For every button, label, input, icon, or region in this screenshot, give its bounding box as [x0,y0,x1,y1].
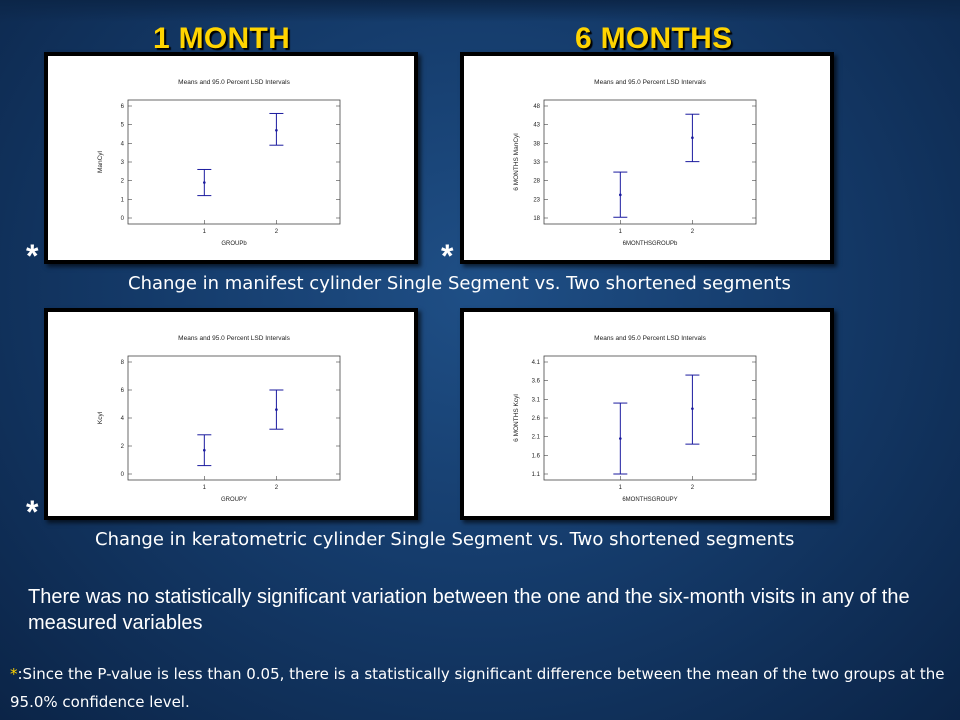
y-tick-label: 1 [121,197,125,203]
x-tick-label: 2 [691,229,695,235]
chart-title: Means and 95.0 Percent LSD Intervals [594,79,706,86]
chart-title: Means and 95.0 Percent LSD Intervals [178,79,290,86]
chart-title: Means and 95.0 Percent LSD Intervals [594,335,706,342]
chart-panel-manifest-6-months: Means and 95.0 Percent LSD Intervals 18 23… [460,52,834,264]
x-axis-label: GROUPb [221,241,247,247]
x-tick-label: 2 [691,485,695,491]
chart-keratometric-6-months: Means and 95.0 Percent LSD Intervals 1.1 1… [513,335,757,503]
y-tick-label: 6 [121,388,125,394]
x-tick-label: 2 [275,485,279,491]
y-tick-label: 0 [121,216,125,222]
y-tick-label: 4.1 [532,360,541,366]
chart-panel-keratometric-1-month: Means and 95.0 Percent LSD Intervals 0 2 4 6… [44,308,418,520]
mean-point [691,136,694,140]
x-tick-label: 1 [619,485,623,491]
y-tick-label: 3 [121,160,125,166]
footnote-text: :Since the P-value is less than 0.05, th… [10,665,945,711]
y-axis-label: 6 MONTHS ManCyl [513,133,520,191]
x-tick-label: 1 [203,229,207,235]
x-axis-label: 6MONTHSGROUPY [622,497,677,503]
y-tick-label: 1.1 [532,472,541,478]
mean-point [275,408,278,411]
plot-frame [127,99,341,225]
chart-manifest-1-month: Means and 95.0 Percent LSD Intervals 0 1 2 3… [97,79,341,247]
heading-1-month: 1 MONTH [153,22,291,55]
y-tick-label: 18 [533,216,540,222]
plot-frame [543,99,757,225]
y-axis-label: ManCyl [97,150,104,173]
y-axis-label: Kcyl [97,411,104,424]
y-axis-label: 6 MONTHS Kcyl [513,394,520,442]
chart-title: Means and 95.0 Percent LSD Intervals [178,335,290,342]
y-tick-label: 43 [533,123,540,129]
plot-frame [127,355,341,481]
y-tick-label: 5 [121,123,125,129]
y-tick-label: 33 [533,160,540,166]
plot-frame [543,355,757,481]
mean-point [275,128,278,132]
caption-manifest: Change in manifest cylinder Single Segme… [128,273,791,294]
y-tick-label: 3.1 [532,397,541,403]
x-tick-label: 1 [203,485,207,491]
top-band [0,0,960,22]
y-tick-label: 2.1 [532,435,541,441]
chart-panel-manifest-1-month: Means and 95.0 Percent LSD Intervals 0 1 2 3… [44,52,418,264]
y-tick-label: 38 [533,141,540,147]
mean-point [619,193,622,197]
y-tick-label: 2.6 [532,416,541,422]
significance-star: * [26,494,39,530]
x-axis-label: 6MONTHSGROUPb [623,241,678,247]
caption-keratometric: Change in keratometric cylinder Single S… [95,529,795,550]
y-tick-label: 23 [533,197,540,203]
summary-statement: There was no statistically significant v… [28,586,910,634]
mean-point [203,448,206,452]
footnote: *:Since the P-value is less than 0.05, t… [10,660,950,716]
y-tick-label: 28 [533,179,540,185]
x-axis-label: GROUPY [221,497,247,503]
chart-manifest-6-months: Means and 95.0 Percent LSD Intervals1823… [513,79,757,247]
y-tick-label: 1.6 [532,453,541,459]
significance-star: * [26,238,39,274]
chart-panel-keratometric-6-months: Means and 95.0 Percent LSD Intervals 1.1 1… [460,308,834,520]
y-tick-label: 0 [121,472,125,478]
y-tick-label: 2 [121,444,125,450]
mean-point [691,407,694,410]
x-tick-label: 1 [619,229,623,235]
y-tick-label: 8 [121,360,125,366]
significance-star: * [441,238,454,274]
heading-6-months: 6 MONTHS [575,22,733,55]
chart-keratometric-1-month: Means and 95.0 Percent LSD Intervals 0 2 4 6… [97,335,341,503]
mean-point [203,181,206,184]
x-tick-label: 2 [275,229,279,235]
y-tick-label: 3.6 [532,379,541,385]
mean-point [619,437,622,440]
footnote-marker: * [10,665,18,683]
y-tick-label: 4 [121,141,125,147]
y-tick-label: 4 [121,416,125,422]
y-tick-label: 2 [121,179,125,185]
y-tick-label: 48 [533,104,540,110]
y-tick-label: 6 [121,104,125,110]
